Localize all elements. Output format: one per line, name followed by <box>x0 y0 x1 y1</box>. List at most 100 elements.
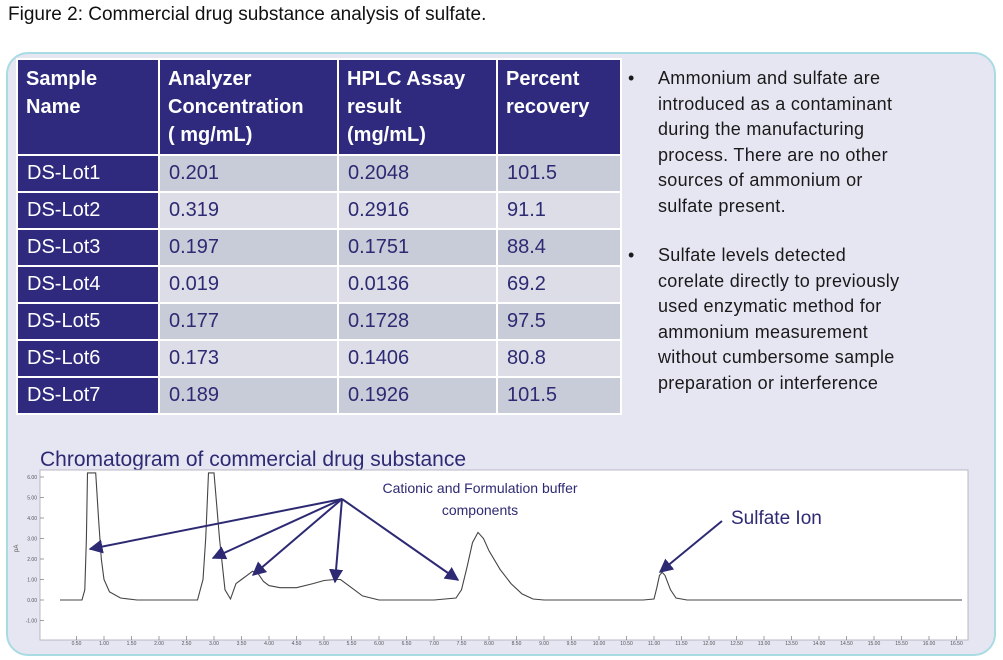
analyzer-cell: 0.019 <box>158 265 339 304</box>
arrow-to-peak-2 <box>211 498 343 560</box>
x-tick-label: 2.00 <box>154 641 164 647</box>
x-tick-label: 14.50 <box>840 641 853 647</box>
hplc-cell: 0.1751 <box>337 228 498 267</box>
x-tick-label: 15.50 <box>895 641 908 647</box>
header-analyzer-concentration: Analyzer Concentration( mg/mL) <box>158 58 339 156</box>
x-tick-label: 7.50 <box>457 641 467 647</box>
arrow-to-peak-3 <box>251 498 343 576</box>
hplc-cell: 0.2048 <box>337 154 498 193</box>
figure-title: Figure 2: Commercial drug substance anal… <box>8 4 487 25</box>
recovery-cell: 97.5 <box>496 302 622 341</box>
x-tick-label: 13.50 <box>785 641 798 647</box>
x-tick-label: 11.00 <box>648 641 660 647</box>
recovery-cell: 101.5 <box>496 376 622 415</box>
recovery-cell: 80.8 <box>496 339 622 378</box>
x-tick-label: 4.00 <box>264 641 274 647</box>
arrow-to-peak-1 <box>88 498 343 554</box>
bullet-item: • Sulfate levels detected corelate direct… <box>628 245 900 393</box>
sample-name-cell: DS-Lot4 <box>16 265 160 304</box>
x-tick-label: 7.00 <box>429 641 439 647</box>
table-header-row: Sample Name Analyzer Concentration( mg/mL)… <box>16 58 622 156</box>
y-tick-label: 5.00 <box>27 496 37 502</box>
x-tick-label: 8.00 <box>484 641 494 647</box>
x-tick-label: 6.50 <box>402 641 412 647</box>
bullet-dot: • <box>628 68 635 88</box>
analyzer-cell: 0.173 <box>158 339 339 378</box>
table-row: DS-Lot1 0.201 0.2048 101.5 <box>16 154 622 193</box>
table-row: DS-Lot3 0.197 0.1751 88.4 <box>16 228 622 267</box>
x-tick-label: 10.50 <box>620 641 633 647</box>
y-tick-label: 1.00 <box>27 578 37 584</box>
y-tick-label: 4.00 <box>27 516 37 522</box>
results-table: Sample Name Analyzer Concentration( mg/mL)… <box>16 58 622 415</box>
analyzer-cell: 0.201 <box>158 154 339 193</box>
analyzer-cell: 0.177 <box>158 302 339 341</box>
x-tick-label: 15.00 <box>868 641 881 647</box>
x-tick-label: 9.50 <box>567 641 577 647</box>
hplc-cell: 0.1406 <box>337 339 498 378</box>
hplc-cell: 0.2916 <box>337 191 498 230</box>
bullet-list: • Ammonium and sulfate are introduced as … <box>628 66 978 420</box>
recovery-cell: 101.5 <box>496 154 622 193</box>
sample-name-cell: DS-Lot2 <box>16 191 160 230</box>
arrow-to-sulfate-peak <box>658 520 723 573</box>
x-tick-label: 3.50 <box>237 641 247 647</box>
table-row: DS-Lot7 0.189 0.1926 101.5 <box>16 376 622 415</box>
sulfate-annotation: Sulfate Ion <box>731 508 822 529</box>
y-tick-label: 3.00 <box>27 537 37 543</box>
x-tick-label: 14.00 <box>813 641 826 647</box>
y-axis-label: pA <box>14 545 20 552</box>
x-tick-label: 0.50 <box>72 641 82 647</box>
header-percent-recovery: Percent recovery <box>496 58 622 156</box>
sample-name-cell: DS-Lot3 <box>16 228 160 267</box>
y-tick-label: 6.00 <box>27 475 37 481</box>
table-row: DS-Lot2 0.319 0.2916 91.1 <box>16 191 622 230</box>
analyzer-cell: 0.319 <box>158 191 339 230</box>
hplc-cell: 0.0136 <box>337 265 498 304</box>
bullet-item: • Ammonium and sulfate are introduced as … <box>628 68 893 216</box>
x-tick-label: 4.50 <box>292 641 302 647</box>
x-tick-label: 16.50 <box>950 641 963 647</box>
x-tick-label: 1.50 <box>127 641 137 647</box>
hplc-cell: 0.1926 <box>337 376 498 415</box>
y-tick-label: -1.00 <box>26 619 38 625</box>
header-hplc-assay: HPLC Assay result (mg/mL) <box>337 58 498 156</box>
sample-name-cell: DS-Lot7 <box>16 376 160 415</box>
table-row: DS-Lot5 0.177 0.1728 97.5 <box>16 302 622 341</box>
sample-name-cell: DS-Lot6 <box>16 339 160 378</box>
x-tick-label: 12.50 <box>730 641 743 647</box>
arrow-to-peak-4 <box>329 498 344 584</box>
recovery-cell: 91.1 <box>496 191 622 230</box>
x-tick-label: 12.00 <box>703 641 716 647</box>
sample-name-cell: DS-Lot5 <box>16 302 160 341</box>
plot-frame <box>39 469 969 641</box>
x-tick-label: 9.00 <box>539 641 549 647</box>
hplc-cell: 0.1728 <box>337 302 498 341</box>
recovery-cell: 88.4 <box>496 228 622 267</box>
chromatogram-trace <box>60 472 962 601</box>
x-tick-label: 10.00 <box>593 641 606 647</box>
y-tick-label: 2.00 <box>27 557 37 563</box>
analyzer-cell: 0.197 <box>158 228 339 267</box>
x-tick-label: 16.00 <box>923 641 936 647</box>
x-tick-label: 1.00 <box>99 641 109 647</box>
table-row: DS-Lot6 0.173 0.1406 80.8 <box>16 339 622 378</box>
x-tick-label: 8.50 <box>512 641 522 647</box>
x-tick-label: 5.50 <box>347 641 357 647</box>
x-tick-label: 13.00 <box>758 641 771 647</box>
buffer-annotation-line2: components <box>442 502 518 518</box>
x-tick-label: 3.00 <box>209 641 219 647</box>
recovery-cell: 69.2 <box>496 265 622 304</box>
x-tick-label: 5.00 <box>319 641 329 647</box>
bullet-dot: • <box>628 245 635 265</box>
x-tick-label: 2.50 <box>182 641 192 647</box>
x-tick-label: 11.50 <box>675 641 687 647</box>
chromatogram-title: Chromatogram of commercial drug substanc… <box>40 448 467 471</box>
buffer-annotation-line1: Cationic and Formulation buffer <box>382 480 577 496</box>
analyzer-cell: 0.189 <box>158 376 339 415</box>
header-sample-name: Sample Name <box>16 58 160 156</box>
table-row: DS-Lot4 0.019 0.0136 69.2 <box>16 265 622 304</box>
y-tick-label: 0.00 <box>27 598 37 604</box>
arrow-to-peak-5 <box>341 498 460 581</box>
